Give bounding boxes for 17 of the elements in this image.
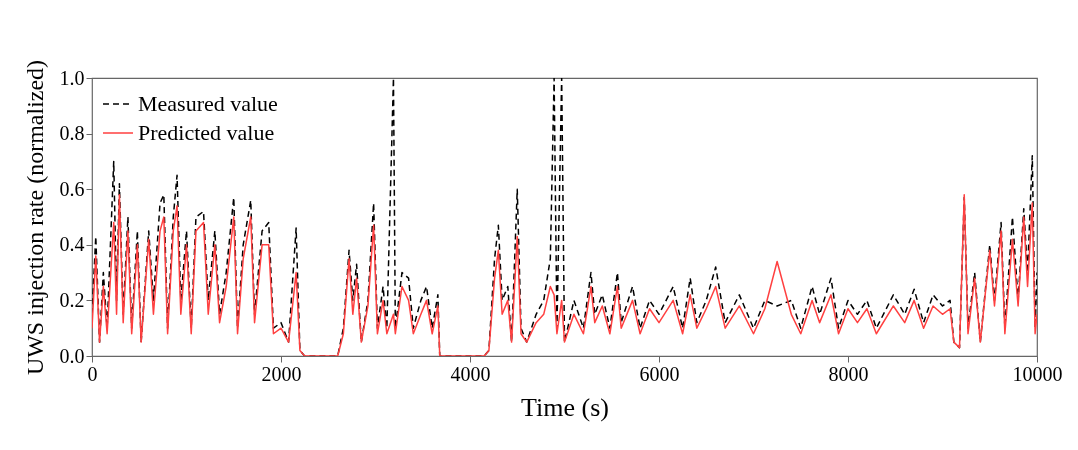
legend-label: Predicted value [138,120,275,145]
y-tick-label: 0.8 [59,122,85,145]
x-tick-label: 10000 [1012,362,1063,385]
y-tick-label: 0.0 [59,344,85,367]
x-tick-label: 6000 [639,362,680,385]
x-axis-title: Time (s) [521,392,609,422]
x-tick-label: 0 [87,362,98,385]
y-tick-label: 1.0 [59,66,85,89]
y-tick-label: 0.2 [59,288,85,311]
x-tick-label: 8000 [828,362,869,385]
y-tick-label: 0.6 [59,177,85,200]
y-tick-label: 0.4 [59,233,85,256]
x-tick-label: 2000 [261,362,302,385]
x-tick-label: 4000 [450,362,491,385]
legend-label: Measured value [138,91,278,116]
y-axis-title: UWS injection rate (normalized) [21,59,48,376]
line-series [92,194,1037,356]
